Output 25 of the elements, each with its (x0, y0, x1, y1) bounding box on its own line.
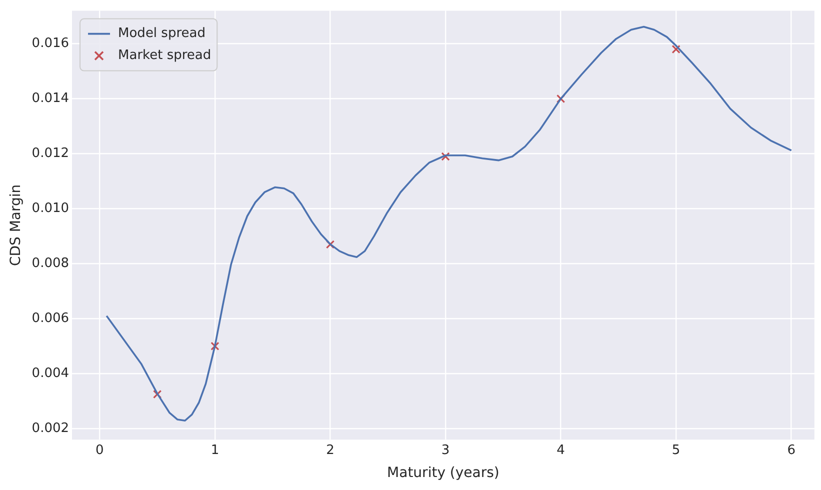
y-tick-label: 0.006 (32, 311, 70, 326)
point (210, 342, 220, 350)
x-tick-label: 6 (787, 442, 796, 458)
legend-label: Model spread (118, 26, 206, 42)
y-tick-label: 0.016 (32, 36, 70, 52)
legend-label: Market spread (118, 48, 212, 64)
y-tick-label: 0.002 (32, 420, 70, 436)
x-tick-label: 0 (96, 442, 104, 458)
point (672, 44, 680, 54)
point (556, 94, 566, 104)
y-tick-label: 0.004 (32, 366, 70, 382)
x-tick-label: 4 (556, 442, 565, 458)
y-tick-label: 0.010 (32, 201, 70, 216)
x-tick-label: 1 (210, 442, 220, 458)
point (441, 152, 450, 161)
y-tick-label: 0.014 (32, 91, 70, 106)
y-tick-label: 0.008 (32, 256, 70, 272)
y-axis-title: CDS Margin (8, 184, 24, 266)
x-axis-title: Maturity (years) (387, 465, 500, 482)
point (152, 390, 162, 399)
point (326, 240, 335, 249)
x-tick-label: 3 (441, 442, 450, 458)
x-tick-label: 2 (326, 442, 334, 458)
y-tick-label: 0.012 (32, 146, 70, 162)
x-tick-label: 5 (672, 442, 680, 458)
